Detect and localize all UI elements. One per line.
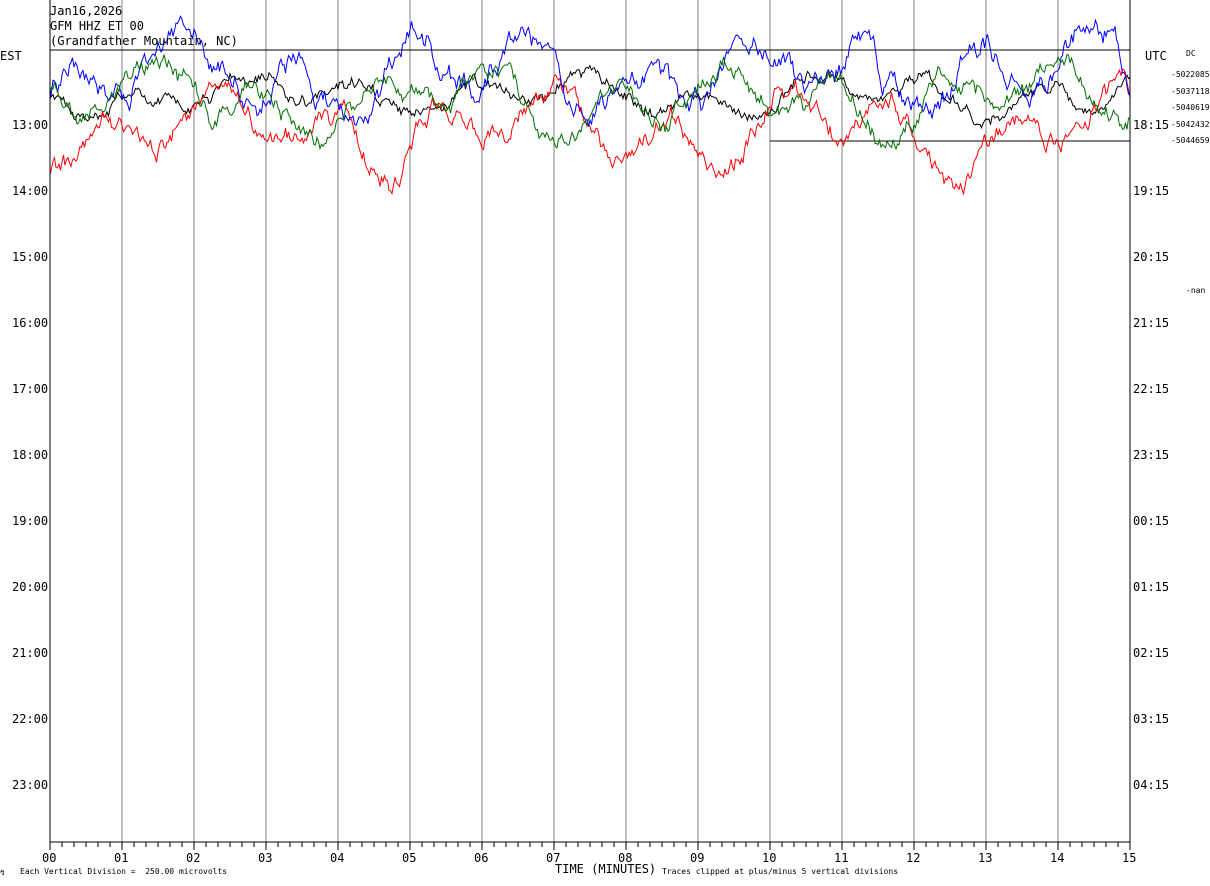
- header-date: Jan16,2026: [50, 4, 123, 18]
- x-tick-label: 09: [690, 851, 705, 865]
- x-tick-label: 08: [618, 851, 633, 865]
- dc-offset-value: -5022085: [1171, 70, 1210, 79]
- seismic-trace: [49, 14, 1131, 127]
- x-tick-label: 12: [906, 851, 921, 865]
- utc-row-label: 19:15: [1133, 184, 1170, 198]
- right-marker: -nan: [1186, 286, 1206, 295]
- footer-clip: Traces clipped at plus/minus 5 vertical …: [662, 867, 899, 876]
- x-tick-label: 06: [474, 851, 489, 865]
- utc-row-label: 18:15: [1133, 118, 1170, 132]
- left-axis-title: EST: [0, 49, 22, 63]
- utc-row-label: 22:15: [1133, 382, 1170, 396]
- dc-offset-value: -5042432: [1171, 119, 1210, 129]
- x-tick-label: 07: [546, 851, 561, 865]
- x-tick-label: 10: [762, 851, 777, 865]
- seismic-trace: [49, 53, 1131, 151]
- x-tick-label: 05: [402, 851, 417, 865]
- x-tick-label: 02: [186, 851, 201, 865]
- utc-row-label: 04:15: [1133, 778, 1170, 792]
- est-row-label: 14:00: [12, 184, 49, 198]
- x-tick-label: 01: [114, 851, 129, 865]
- seismic-trace: [49, 64, 1131, 130]
- est-row-label: 15:00: [12, 250, 49, 264]
- trace-baselines: [50, 49, 1130, 142]
- est-row-label: 16:00: [12, 316, 49, 330]
- dc-offset-value: -5040619: [1171, 103, 1210, 113]
- plot-area: [50, 0, 1130, 842]
- est-row-label: 13:00: [12, 118, 49, 132]
- right-axis-title: UTC: [1145, 49, 1167, 63]
- dc-offset-value: -5044659: [1171, 136, 1210, 146]
- header-location: (Grandfather Mountain, NC): [50, 34, 238, 48]
- dc-offset-value: -5037118: [1171, 86, 1210, 96]
- utc-row-label: 20:15: [1133, 250, 1170, 264]
- x-tick-label: 15: [1122, 851, 1137, 865]
- est-row-label: 23:00: [12, 778, 49, 792]
- est-row-label: 22:00: [12, 712, 49, 726]
- est-row-label: 17:00: [12, 382, 49, 396]
- x-axis-label: TIME (MINUTES): [555, 862, 657, 876]
- est-row-label: 18:00: [12, 448, 49, 462]
- x-tick-label: 03: [258, 851, 273, 865]
- utc-row-label: 03:15: [1133, 712, 1170, 726]
- utc-row-label: 23:15: [1133, 448, 1170, 462]
- x-tick-label: 13: [978, 851, 993, 865]
- utc-row-label: 00:15: [1133, 514, 1170, 528]
- x-tick-label: 11: [834, 851, 849, 865]
- utc-row-label: 02:15: [1133, 646, 1170, 660]
- header-channel: GFM HHZ ET 00: [50, 19, 144, 33]
- utc-row-label: 01:15: [1133, 580, 1170, 594]
- est-row-label: 19:00: [12, 514, 49, 528]
- x-tick-label: 00: [42, 851, 57, 865]
- x-tick-label: 14: [1050, 851, 1065, 865]
- dc-label: DC: [1186, 49, 1196, 58]
- est-row-label: 21:00: [12, 646, 49, 660]
- seismic-traces: [49, 14, 1131, 196]
- x-axis-ticks: [49, 842, 1131, 850]
- utc-row-label: 21:15: [1133, 316, 1170, 330]
- seismic-trace: [49, 68, 1131, 196]
- scale-icon: ↯: [0, 868, 5, 877]
- est-row-label: 20:00: [12, 580, 49, 594]
- footer-scale: Each Vertical Division = 250.00 microvol…: [20, 867, 228, 876]
- x-tick-label: 04: [330, 851, 345, 865]
